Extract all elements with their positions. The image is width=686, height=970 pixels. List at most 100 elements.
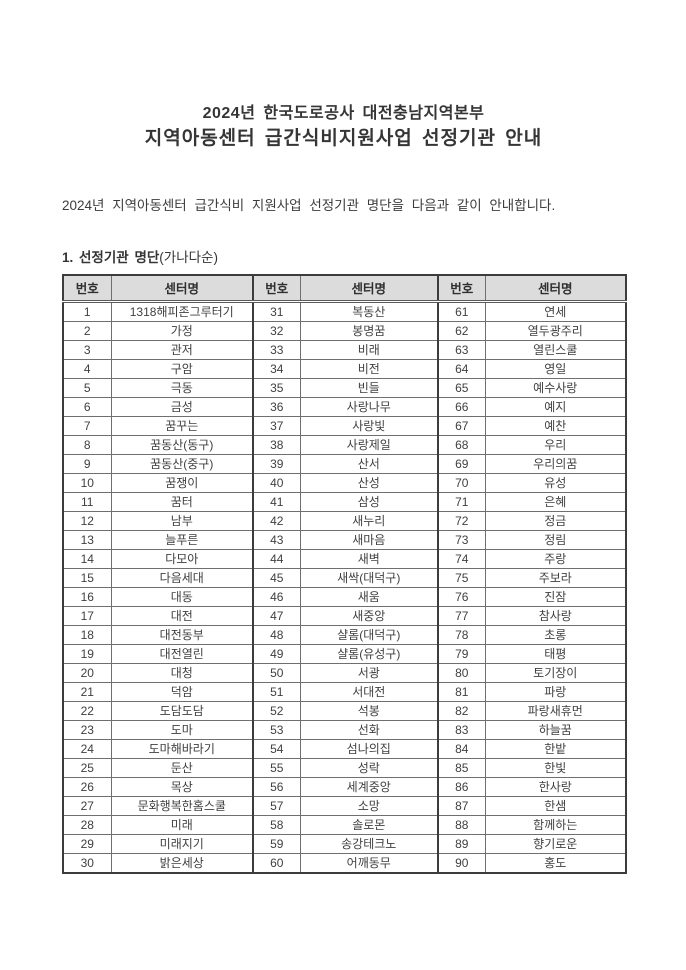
center-name-cell: 석봉 xyxy=(299,700,439,721)
center-name-cell: 복동산 xyxy=(299,300,439,322)
table-row: 21 덕암 51 서대전 81 파랑 xyxy=(62,681,627,702)
center-number-cell: 74 xyxy=(437,548,486,569)
document-title-line1: 2024년 한국도로공사 대전충남지역본부 xyxy=(202,105,485,122)
center-name-cell: 유성 xyxy=(484,472,627,493)
center-number-cell: 30 xyxy=(62,852,112,874)
center-name-cell: 섬나의집 xyxy=(299,738,439,759)
center-name-cell: 서광 xyxy=(299,662,439,683)
center-name-cell: 예찬 xyxy=(484,415,627,436)
document-title-line2: 지역아동센터 급간식비지원사업 선정기관 안내 xyxy=(144,128,543,150)
center-number-cell: 28 xyxy=(62,814,112,835)
center-name-cell: 극동 xyxy=(110,377,254,398)
center-number-cell: 25 xyxy=(62,757,112,778)
table-row: 16 대동 46 새움 76 진잠 xyxy=(62,586,627,607)
center-name-cell: 사랑빛 xyxy=(299,415,439,436)
center-name-cell: 도담도담 xyxy=(110,700,254,721)
table-row: 27 문화행복한홈스쿨 57 소망 87 한샘 xyxy=(62,795,627,816)
table-row: 14 다모아 44 새벽 74 주랑 xyxy=(62,548,627,569)
center-name-cell: 우리 xyxy=(484,434,627,455)
center-number-cell: 51 xyxy=(252,681,301,702)
center-name-cell: 참사랑 xyxy=(484,605,627,626)
center-number-cell: 8 xyxy=(62,434,112,455)
table-row: 10 꿈쟁이 40 산성 70 유성 xyxy=(62,472,627,493)
table-row: 6 금성 36 사랑나무 66 예지 xyxy=(62,396,627,417)
center-name-cell: 미래 xyxy=(110,814,254,835)
table-row: 18 대전동부 48 샬롬(대덕구) 78 초롱 xyxy=(62,624,627,645)
center-name-cell: 둔산 xyxy=(110,757,254,778)
center-number-cell: 16 xyxy=(62,586,112,607)
center-number-cell: 42 xyxy=(252,510,301,531)
center-number-cell: 49 xyxy=(252,643,301,664)
center-name-cell: 사랑제일 xyxy=(299,434,439,455)
column-header-center-name: 센터명 xyxy=(110,274,254,303)
center-name-cell: 남부 xyxy=(110,510,254,531)
center-number-cell: 69 xyxy=(437,453,486,474)
center-name-cell: 금성 xyxy=(110,396,254,417)
center-number-cell: 63 xyxy=(437,339,486,360)
table-row: 12 남부 42 새누리 72 정금 xyxy=(62,510,627,531)
table-row: 8 꿈동산(동구) 38 사랑제일 68 우리 xyxy=(62,434,627,455)
table-row: 20 대청 50 서광 80 토기장이 xyxy=(62,662,627,683)
table-row: 24 도마해바라기 54 섬나의집 84 한밭 xyxy=(62,738,627,759)
center-number-cell: 53 xyxy=(252,719,301,740)
table-row: 7 꿈꾸는 37 사랑빛 67 예찬 xyxy=(62,415,627,436)
center-name-cell: 가정 xyxy=(110,320,254,341)
center-name-cell: 하늘꿈 xyxy=(484,719,627,740)
column-header-center-name: 센터명 xyxy=(299,274,439,303)
center-name-cell: 세계중앙 xyxy=(299,776,439,797)
center-number-cell: 17 xyxy=(62,605,112,626)
center-number-cell: 6 xyxy=(62,396,112,417)
center-name-cell: 꿈꾸는 xyxy=(110,415,254,436)
center-number-cell: 9 xyxy=(62,453,112,474)
center-name-cell: 새마음 xyxy=(299,529,439,550)
center-number-cell: 21 xyxy=(62,681,112,702)
center-name-cell: 새누리 xyxy=(299,510,439,531)
center-number-cell: 33 xyxy=(252,339,301,360)
center-number-cell: 79 xyxy=(437,643,486,664)
center-name-cell: 한사랑 xyxy=(484,776,627,797)
center-name-cell: 샬롬(유성구) xyxy=(299,643,439,664)
center-name-cell: 1318해피존그루터기 xyxy=(110,300,254,322)
center-number-cell: 52 xyxy=(252,700,301,721)
table-row: 3 관저 33 비래 63 열린스쿨 xyxy=(62,339,627,360)
center-name-cell: 꿈동산(중구) xyxy=(110,453,254,474)
center-name-cell: 태평 xyxy=(484,643,627,664)
center-name-cell: 대전 xyxy=(110,605,254,626)
center-name-cell: 송강테크노 xyxy=(299,833,439,854)
center-name-cell: 정금 xyxy=(484,510,627,531)
column-header-number: 번호 xyxy=(62,274,112,303)
center-name-cell: 성락 xyxy=(299,757,439,778)
center-number-cell: 65 xyxy=(437,377,486,398)
center-name-cell: 예지 xyxy=(484,396,627,417)
center-number-cell: 10 xyxy=(62,472,112,493)
center-name-cell: 영일 xyxy=(484,358,627,379)
center-number-cell: 57 xyxy=(252,795,301,816)
center-name-cell: 새움 xyxy=(299,586,439,607)
center-number-cell: 12 xyxy=(62,510,112,531)
section-heading: 1. 선정기관 명단(가나다순) xyxy=(62,246,625,266)
center-number-cell: 58 xyxy=(252,814,301,835)
table-row: 28 미래 58 솔로몬 88 함께하는 xyxy=(62,814,627,835)
center-number-cell: 46 xyxy=(252,586,301,607)
center-name-cell: 샬롬(대덕구) xyxy=(299,624,439,645)
center-name-cell: 구암 xyxy=(110,358,254,379)
table-row: 17 대전 47 새중앙 77 참사랑 xyxy=(62,605,627,626)
center-number-cell: 43 xyxy=(252,529,301,550)
center-name-cell: 대전동부 xyxy=(110,624,254,645)
table-body: 1 1318해피존그루터기 31 복동산 61 연세 2 가정 32 봉명꿈 62 열두광주리 3 관저 3… xyxy=(62,300,627,874)
center-name-cell: 열두광주리 xyxy=(484,320,627,341)
center-number-cell: 19 xyxy=(62,643,112,664)
center-number-cell: 29 xyxy=(62,833,112,854)
table-row: 30 밝은세상 60 어깨동무 90 홍도 xyxy=(62,852,627,874)
center-number-cell: 11 xyxy=(62,491,112,512)
center-name-cell: 꿈쟁이 xyxy=(110,472,254,493)
center-number-cell: 55 xyxy=(252,757,301,778)
center-number-cell: 78 xyxy=(437,624,486,645)
center-number-cell: 26 xyxy=(62,776,112,797)
table-row: 2 가정 32 봉명꿈 62 열두광주리 xyxy=(62,320,627,341)
center-number-cell: 90 xyxy=(437,852,486,874)
table-row: 29 미래지기 59 송강테크노 89 향기로운 xyxy=(62,833,627,854)
table-header-row: 번호 센터명 번호 센터명 번호 센터명 xyxy=(62,274,627,303)
center-number-cell: 34 xyxy=(252,358,301,379)
center-number-cell: 22 xyxy=(62,700,112,721)
